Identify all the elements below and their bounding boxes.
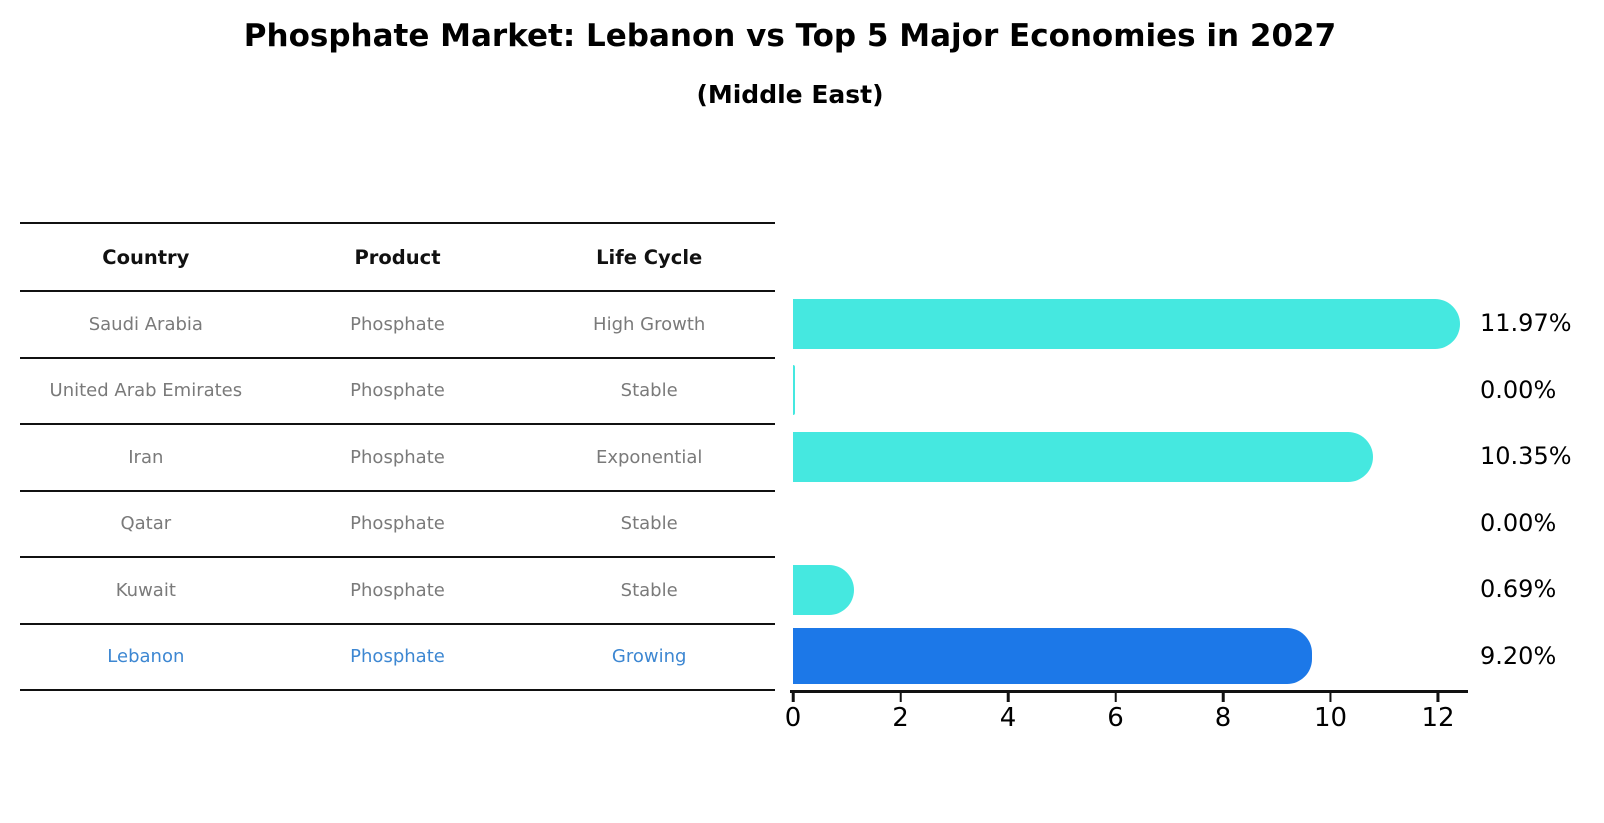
x-axis-line xyxy=(790,690,1468,693)
tick-label: 10 xyxy=(1313,703,1348,733)
cell-product: Phosphate xyxy=(350,380,445,402)
column-header-country: Country xyxy=(102,245,190,269)
table-row: United Arab Emirates Phosphate Stable xyxy=(20,359,775,425)
x-axis-tick: 4 xyxy=(999,693,1017,733)
x-axis-tick: 10 xyxy=(1314,693,1347,733)
bar-iran xyxy=(793,431,1374,482)
table-row: Iran Phosphate Exponential xyxy=(20,425,775,492)
cell-product: Phosphate xyxy=(350,446,445,468)
x-axis-tick: 12 xyxy=(1421,693,1455,733)
cell-life-cycle: Stable xyxy=(620,513,678,535)
tick-mark xyxy=(1006,693,1010,702)
tick-mark xyxy=(899,693,902,702)
bar-value-label: 11.97% xyxy=(1480,309,1572,338)
cell-country: Lebanon xyxy=(107,646,185,668)
x-axis-tick: 0 xyxy=(784,693,802,733)
tick-mark xyxy=(791,693,795,702)
bar-lebanon xyxy=(793,628,1312,684)
cell-life-cycle: Stable xyxy=(620,579,678,601)
chart-title: Phosphate Market: Lebanon vs Top 5 Major… xyxy=(243,18,1337,54)
cell-product: Phosphate xyxy=(350,313,445,335)
bar-value-label: 0.00% xyxy=(1480,375,1557,404)
bar-value-label: 0.00% xyxy=(1480,508,1557,537)
bar-value-label: 0.69% xyxy=(1480,575,1557,604)
table-row: Saudi Arabia Phosphate High Growth xyxy=(20,292,775,359)
bar-saudi-arabia xyxy=(793,298,1461,349)
tick-label: 8 xyxy=(1214,703,1232,733)
cell-life-cycle: Growing xyxy=(611,646,687,668)
cell-life-cycle: Exponential xyxy=(595,446,703,468)
tick-label: 0 xyxy=(784,703,802,733)
cell-country: Kuwait xyxy=(115,579,176,601)
table-row: Kuwait Phosphate Stable xyxy=(20,558,775,625)
x-axis-tick: 8 xyxy=(1214,693,1232,733)
column-header-product: Product xyxy=(354,245,441,269)
bar-plot-area xyxy=(793,290,1469,689)
tick-mark xyxy=(1436,693,1440,702)
tick-label: 2 xyxy=(892,703,909,733)
bar-row xyxy=(793,623,1469,690)
x-axis-tick: 6 xyxy=(1107,693,1124,733)
bar-row xyxy=(793,423,1469,490)
table-row: Qatar Phosphate Stable xyxy=(20,492,775,558)
bar-row xyxy=(793,357,1469,424)
tick-mark xyxy=(1221,693,1225,702)
cell-life-cycle: High Growth xyxy=(593,313,706,335)
bar-kuwait xyxy=(793,564,855,615)
country-info-table: Country Product Life Cycle Saudi Arabia … xyxy=(20,222,775,691)
cell-product: Phosphate xyxy=(350,579,445,601)
bar-row xyxy=(793,556,1469,623)
x-axis: 0 2 4 6 8 10 12 xyxy=(785,693,1469,738)
cell-country: Saudi Arabia xyxy=(88,313,203,335)
cell-product: Phosphate xyxy=(350,513,445,535)
value-label-column: 11.97% 0.00% 10.35% 0.00% 0.69% 9.20% xyxy=(1480,290,1600,689)
x-axis-tick: 2 xyxy=(892,693,909,733)
bar-row xyxy=(793,290,1469,357)
tick-label: 4 xyxy=(999,703,1017,733)
tick-mark xyxy=(1114,693,1117,702)
tick-label: 12 xyxy=(1421,703,1455,733)
bar-united-arab-emirates xyxy=(793,365,795,415)
chart-subtitle: (Middle East) xyxy=(696,80,884,109)
table-row-highlighted: Lebanon Phosphate Growing xyxy=(20,625,775,691)
cell-product: Phosphate xyxy=(350,646,445,668)
bar-row xyxy=(793,490,1469,557)
column-header-life-cycle: Life Cycle xyxy=(596,245,703,269)
cell-country: Qatar xyxy=(120,513,172,535)
cell-country: United Arab Emirates xyxy=(49,380,243,402)
tick-mark xyxy=(1329,693,1332,702)
cell-country: Iran xyxy=(128,446,164,468)
cell-life-cycle: Stable xyxy=(620,380,678,402)
table-header-row: Country Product Life Cycle xyxy=(20,224,775,292)
bar-value-label: 9.20% xyxy=(1480,641,1557,670)
tick-label: 6 xyxy=(1107,703,1124,733)
bar-value-label: 10.35% xyxy=(1480,442,1572,471)
